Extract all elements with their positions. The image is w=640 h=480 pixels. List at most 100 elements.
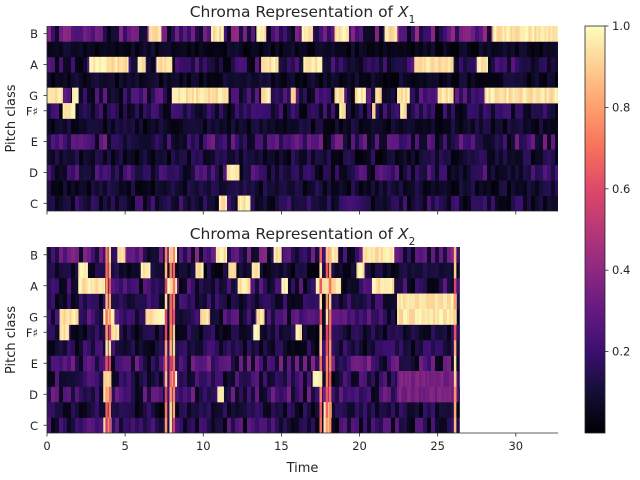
heatmap-cell	[223, 164, 228, 181]
heatmap-cell	[488, 87, 491, 104]
heatmap-cell	[407, 195, 412, 211]
heatmap-cell	[551, 72, 556, 88]
heatmap-cell	[407, 262, 412, 279]
heatmap-cell	[532, 26, 535, 42]
heatmap-cell	[403, 149, 408, 166]
heatmap-cell	[453, 247, 457, 263]
heatmap-cell	[71, 56, 76, 73]
heatmap-cell	[239, 262, 244, 279]
heatmap-cell	[271, 56, 274, 73]
heatmap-cell	[163, 180, 168, 196]
heatmap-cell	[78, 87, 79, 104]
heatmap-cell	[443, 247, 448, 263]
heatmap-cell	[221, 386, 224, 403]
heatmap-cell	[159, 41, 164, 58]
heatmap-cell	[75, 386, 80, 403]
heatmap-cell	[105, 262, 108, 279]
heatmap-cell	[95, 247, 100, 263]
heatmap-cell	[247, 26, 252, 42]
heatmap-cell	[235, 133, 240, 150]
heatmap-cell	[295, 293, 300, 310]
heatmap-cell	[471, 103, 476, 119]
heatmap-cell	[271, 402, 276, 418]
heatmap-cell	[139, 417, 144, 433]
heatmap-cell	[287, 87, 292, 104]
heatmap-cell	[271, 41, 276, 58]
heatmap-cell	[287, 247, 292, 263]
x-tick-label: 25	[430, 439, 445, 453]
heatmap-cell	[142, 262, 146, 279]
heatmap-cell	[415, 133, 420, 150]
heatmap-cell	[534, 26, 537, 42]
heatmap-cell	[428, 56, 431, 73]
heatmap-cell	[147, 402, 152, 418]
heatmap-cell	[355, 180, 360, 196]
heatmap-cell	[203, 278, 208, 294]
heatmap-cell	[259, 72, 264, 88]
heatmap-cell	[172, 293, 176, 310]
heatmap-cell	[551, 133, 556, 150]
heatmap-cell	[47, 180, 52, 196]
heatmap-cell	[411, 180, 416, 196]
heatmap-cell	[427, 103, 432, 119]
heatmap-cell	[299, 56, 304, 73]
heatmap-cell	[403, 324, 408, 341]
heatmap-cell	[247, 355, 252, 372]
heatmap-cell	[328, 402, 332, 418]
heatmap-cell	[443, 103, 448, 119]
heatmap-cell	[87, 355, 92, 372]
heatmap-cell	[271, 149, 276, 166]
heatmap-cell	[399, 355, 404, 372]
heatmap-cell	[556, 87, 558, 104]
heatmap-cell	[421, 386, 424, 403]
heatmap-cell	[191, 386, 196, 403]
heatmap-cell	[211, 402, 216, 418]
heatmap-cell	[187, 371, 192, 387]
heatmap-cell	[203, 386, 208, 403]
heatmap-cell	[243, 56, 248, 73]
heatmap-cell	[188, 87, 191, 104]
heatmap-cell	[255, 164, 260, 181]
heatmap-cell	[179, 149, 184, 166]
heatmap-cell	[311, 309, 316, 325]
heatmap-cell	[275, 133, 280, 150]
heatmap-cell	[172, 371, 176, 387]
heatmap-cell	[540, 26, 543, 42]
heatmap-cell	[115, 103, 120, 119]
heatmap-cell	[375, 309, 380, 325]
heatmap-cell	[483, 41, 488, 58]
heatmap-cell	[147, 149, 152, 166]
heatmap-cell	[335, 72, 340, 88]
heatmap-cell	[467, 72, 472, 88]
heatmap-cell	[475, 133, 480, 150]
heatmap-cell	[176, 371, 178, 387]
heatmap-cell	[303, 417, 308, 433]
heatmap-cell	[147, 133, 152, 150]
heatmap-cell	[383, 103, 388, 119]
heatmap-cell	[431, 309, 434, 325]
heatmap-cell	[491, 133, 496, 150]
heatmap-cell	[159, 72, 164, 88]
heatmap-cell	[332, 247, 335, 263]
heatmap-cell	[231, 180, 236, 196]
heatmap-cell	[351, 72, 356, 88]
heatmap-cell	[492, 26, 495, 42]
heatmap-cell	[251, 417, 256, 433]
heatmap-cell	[247, 72, 252, 88]
heatmap-cell	[387, 386, 392, 403]
heatmap-cell	[395, 164, 400, 181]
heatmap-cell	[183, 133, 188, 150]
heatmap-cell	[531, 149, 536, 166]
heatmap-cell	[251, 371, 256, 387]
heatmap-cell	[447, 87, 450, 104]
heatmap-cell	[471, 118, 476, 135]
heatmap-cell	[91, 41, 96, 58]
y-tick-label: B	[30, 248, 38, 262]
heatmap-cell	[355, 417, 360, 433]
heatmap-cell	[331, 133, 336, 150]
y-tick-label: B	[30, 27, 38, 41]
heatmap-cell	[148, 262, 151, 279]
heatmap-cell	[503, 149, 508, 166]
heatmap-cell	[135, 103, 140, 119]
heatmap-cell	[199, 417, 204, 433]
